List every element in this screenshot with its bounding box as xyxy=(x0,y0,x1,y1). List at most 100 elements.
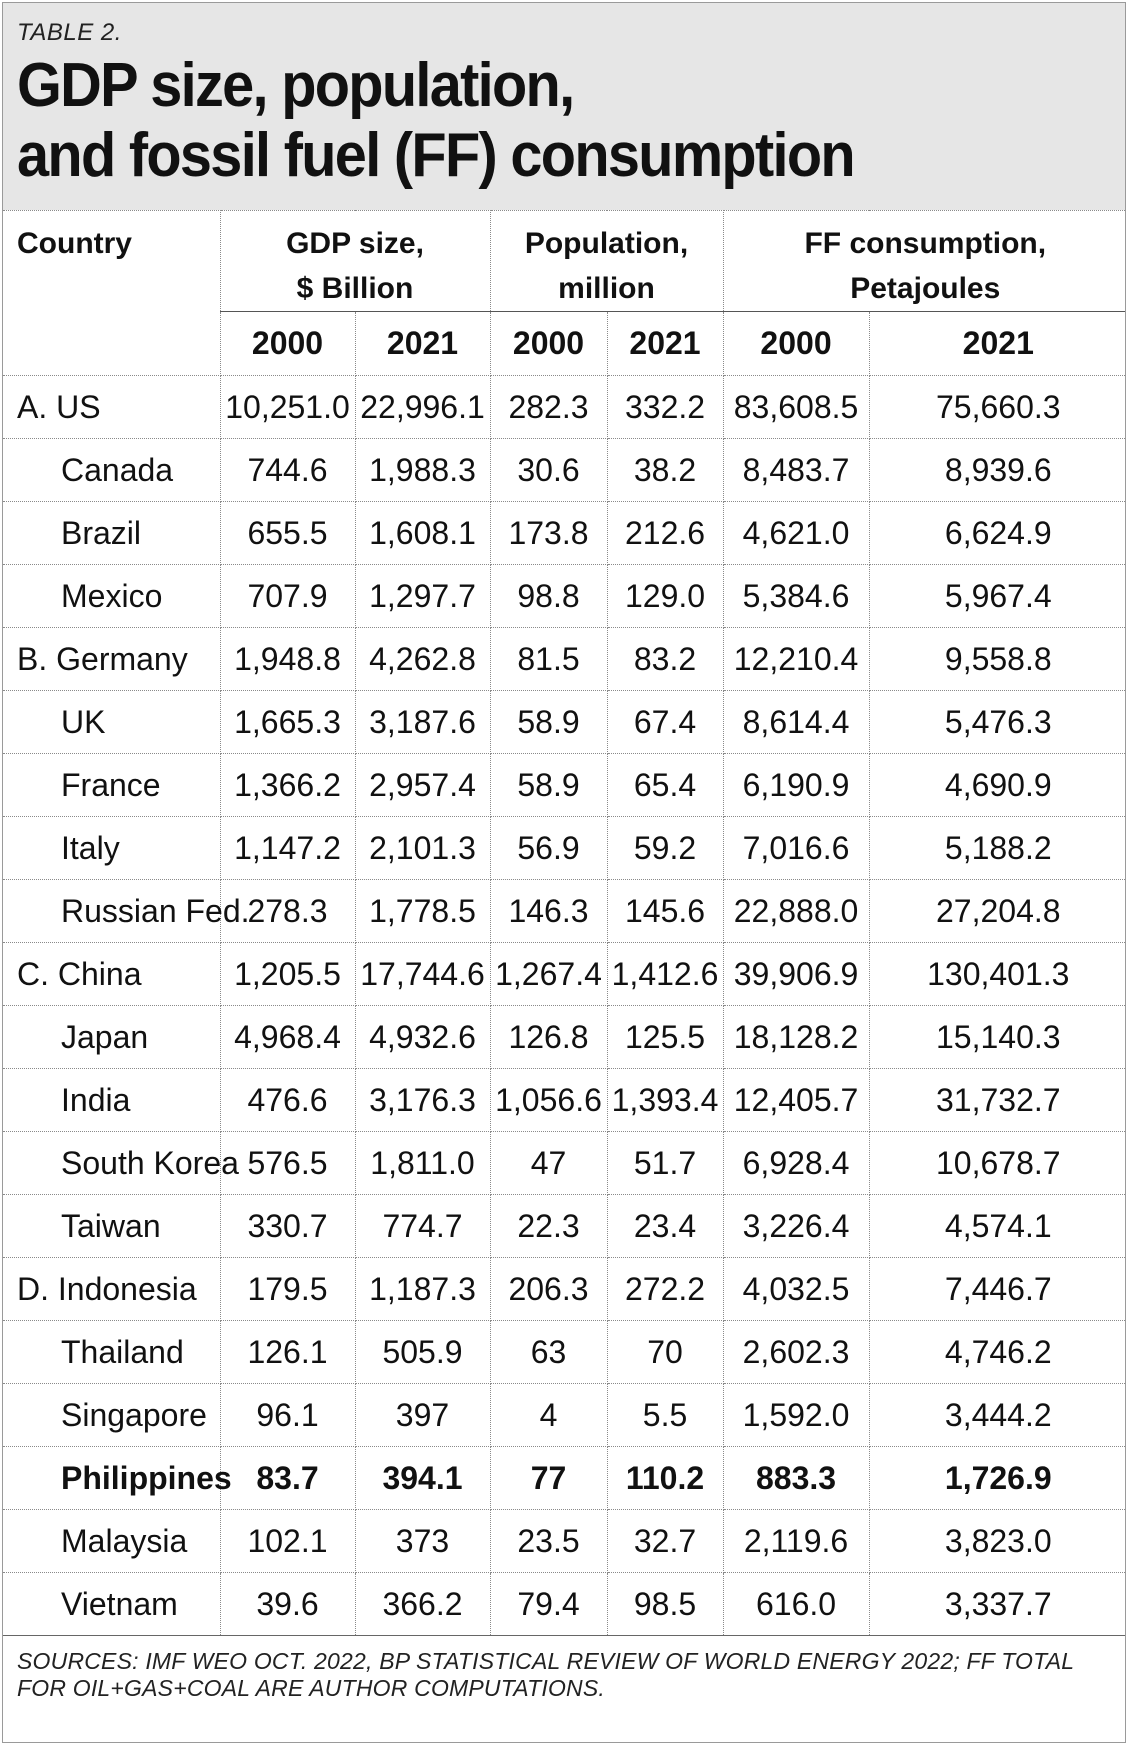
gdp-2000-cell: 744.6 xyxy=(219,438,356,502)
ff-2000-cell: 22,888.0 xyxy=(722,879,870,943)
ff-2000-cell: 3,226.4 xyxy=(722,1194,870,1258)
pop-2021-cell: 5.5 xyxy=(606,1383,724,1447)
pop-2021-cell: 98.5 xyxy=(606,1572,724,1635)
pop-2000-cell: 56.9 xyxy=(489,816,608,880)
table-row: C. China 1,205.5 17,744.6 1,267.4 1,412.6 39,… xyxy=(3,942,1125,1006)
ff-2000-cell: 4,032.5 xyxy=(722,1257,870,1321)
pop-2000-cell: 206.3 xyxy=(489,1257,608,1321)
country-cell: Vietnam xyxy=(3,1572,221,1635)
year-header-ff-2000: 2000 xyxy=(722,311,870,376)
gdp-2021-cell: 1,297.7 xyxy=(354,564,491,628)
gdp-2021-cell: 1,811.0 xyxy=(354,1131,491,1195)
pop-2000-cell: 47 xyxy=(489,1131,608,1195)
ff-2000-cell: 883.3 xyxy=(722,1446,870,1510)
pop-2021-cell: 38.2 xyxy=(606,438,724,502)
gdp-2000-cell: 102.1 xyxy=(219,1509,356,1573)
ff-2021-cell: 5,188.2 xyxy=(868,816,1125,880)
gdp-2021-cell: 505.9 xyxy=(354,1320,491,1384)
pop-2000-cell: 1,056.6 xyxy=(489,1068,608,1132)
pop-2021-cell: 272.2 xyxy=(606,1257,724,1321)
ff-2021-cell: 4,746.2 xyxy=(868,1320,1125,1384)
table-title: GDP size, population, and fossil fuel (F… xyxy=(17,51,1047,191)
table-row: Vietnam 39.6 366.2 79.4 98.5 616.0 3,337.7 xyxy=(3,1572,1125,1635)
sources-footnote: SOURCES: IMF WEO OCT. 2022, BP STATISTIC… xyxy=(3,1635,1125,1702)
title-line-1: GDP size, population, xyxy=(17,51,575,120)
country-cell: Malaysia xyxy=(3,1509,221,1573)
gdp-2021-cell: 22,996.1 xyxy=(354,375,491,439)
ff-2021-cell: 3,337.7 xyxy=(868,1572,1125,1635)
pop-2021-cell: 129.0 xyxy=(606,564,724,628)
gdp-header-line-2: $ Billion xyxy=(296,272,414,305)
gdp-2021-cell: 1,187.3 xyxy=(354,1257,491,1321)
gdp-2000-cell: 126.1 xyxy=(219,1320,356,1384)
ff-2021-cell: 6,624.9 xyxy=(868,501,1125,565)
gdp-2000-cell: 179.5 xyxy=(219,1257,356,1321)
pop-2021-cell: 1,393.4 xyxy=(606,1068,724,1132)
year-header-pop-2000: 2000 xyxy=(489,311,608,376)
pop-2021-cell: 70 xyxy=(606,1320,724,1384)
pop-2021-cell: 1,412.6 xyxy=(606,942,724,1006)
population-column-header: Population, million xyxy=(489,210,724,312)
pop-2000-cell: 173.8 xyxy=(489,501,608,565)
ff-2021-cell: 4,574.1 xyxy=(868,1194,1125,1258)
ff-2000-cell: 39,906.9 xyxy=(722,942,870,1006)
ff-2000-cell: 2,119.6 xyxy=(722,1509,870,1573)
ff-2021-cell: 3,823.0 xyxy=(868,1509,1125,1573)
ff-2000-cell: 4,621.0 xyxy=(722,501,870,565)
gdp-2021-cell: 1,988.3 xyxy=(354,438,491,502)
ff-2000-cell: 8,614.4 xyxy=(722,690,870,754)
ff-2021-cell: 15,140.3 xyxy=(868,1005,1125,1069)
gdp-2000-cell: 1,147.2 xyxy=(219,816,356,880)
year-header-pop-2021: 2021 xyxy=(606,311,724,376)
ff-2021-cell: 27,204.8 xyxy=(868,879,1125,943)
country-cell: Philippines xyxy=(3,1446,232,1510)
country-cell: Taiwan xyxy=(3,1194,221,1258)
population-header-line-1: Population, xyxy=(524,227,689,260)
gdp-2000-cell: 707.9 xyxy=(219,564,356,628)
gdp-2000-cell: 96.1 xyxy=(219,1383,356,1447)
country-cell: C. China xyxy=(3,942,221,1006)
pop-2021-cell: 83.2 xyxy=(606,627,724,691)
year-header-gdp-2021: 2021 xyxy=(354,311,491,376)
gdp-2000-cell: 83.7 xyxy=(219,1446,356,1510)
table-row: Italy 1,147.2 2,101.3 56.9 59.2 7,016.6 5,188.… xyxy=(3,816,1125,880)
country-cell: Singapore xyxy=(3,1383,221,1447)
ff-2000-cell: 6,190.9 xyxy=(722,753,870,817)
ff-2021-cell: 75,660.3 xyxy=(868,375,1125,439)
pop-2000-cell: 30.6 xyxy=(489,438,608,502)
table-row: Philippines 83.7 394.1 77 110.2 883.3 1,726.9 xyxy=(3,1446,1125,1510)
ff-2021-cell: 7,446.7 xyxy=(868,1257,1125,1321)
table-row: Japan 4,968.4 4,932.6 126.8 125.5 18,128.2 15,… xyxy=(3,1005,1125,1069)
ff-2000-cell: 2,602.3 xyxy=(722,1320,870,1384)
country-cell: Mexico xyxy=(3,564,221,628)
ff-2000-cell: 18,128.2 xyxy=(722,1005,870,1069)
country-column-header: Country xyxy=(3,210,221,376)
country-cell: South Korea xyxy=(3,1131,239,1195)
pop-2021-cell: 125.5 xyxy=(606,1005,724,1069)
table-row: Mexico 707.9 1,297.7 98.8 129.0 5,384.6 5,967.… xyxy=(3,564,1125,628)
table-row: France 1,366.2 2,957.4 58.9 65.4 6,190.9 4,690… xyxy=(3,753,1125,817)
gdp-2021-cell: 17,744.6 xyxy=(354,942,491,1006)
ff-header-line-1: FF consumption, xyxy=(804,227,1047,260)
pop-2000-cell: 282.3 xyxy=(489,375,608,439)
pop-2021-cell: 332.2 xyxy=(606,375,724,439)
ff-2021-cell: 1,726.9 xyxy=(868,1446,1125,1510)
gdp-2000-cell: 1,665.3 xyxy=(219,690,356,754)
table-row: South Korea 576.5 1,811.0 47 51.7 6,928.4 10,6… xyxy=(3,1131,1125,1195)
ff-2000-cell: 1,592.0 xyxy=(722,1383,870,1447)
table-row: B. Germany 1,948.8 4,262.8 81.5 83.2 12,210.4… xyxy=(3,627,1125,691)
gdp-2021-cell: 774.7 xyxy=(354,1194,491,1258)
pop-2021-cell: 59.2 xyxy=(606,816,724,880)
gdp-header-line-1: GDP size, xyxy=(286,227,424,260)
table-row: Singapore 96.1 397 4 5.5 1,592.0 3,444.2 xyxy=(3,1383,1125,1447)
gdp-2000-cell: 10,251.0 xyxy=(219,375,356,439)
gdp-2000-cell: 1,205.5 xyxy=(219,942,356,1006)
gdp-column-header: GDP size, $ Billion xyxy=(219,210,491,312)
ff-2021-cell: 5,476.3 xyxy=(868,690,1125,754)
gdp-2021-cell: 2,957.4 xyxy=(354,753,491,817)
gdp-2000-cell: 4,968.4 xyxy=(219,1005,356,1069)
ff-2021-cell: 5,967.4 xyxy=(868,564,1125,628)
gdp-2021-cell: 4,932.6 xyxy=(354,1005,491,1069)
table-row: Russian Fed. 278.3 1,778.5 146.3 145.6 22,888… xyxy=(3,879,1125,943)
